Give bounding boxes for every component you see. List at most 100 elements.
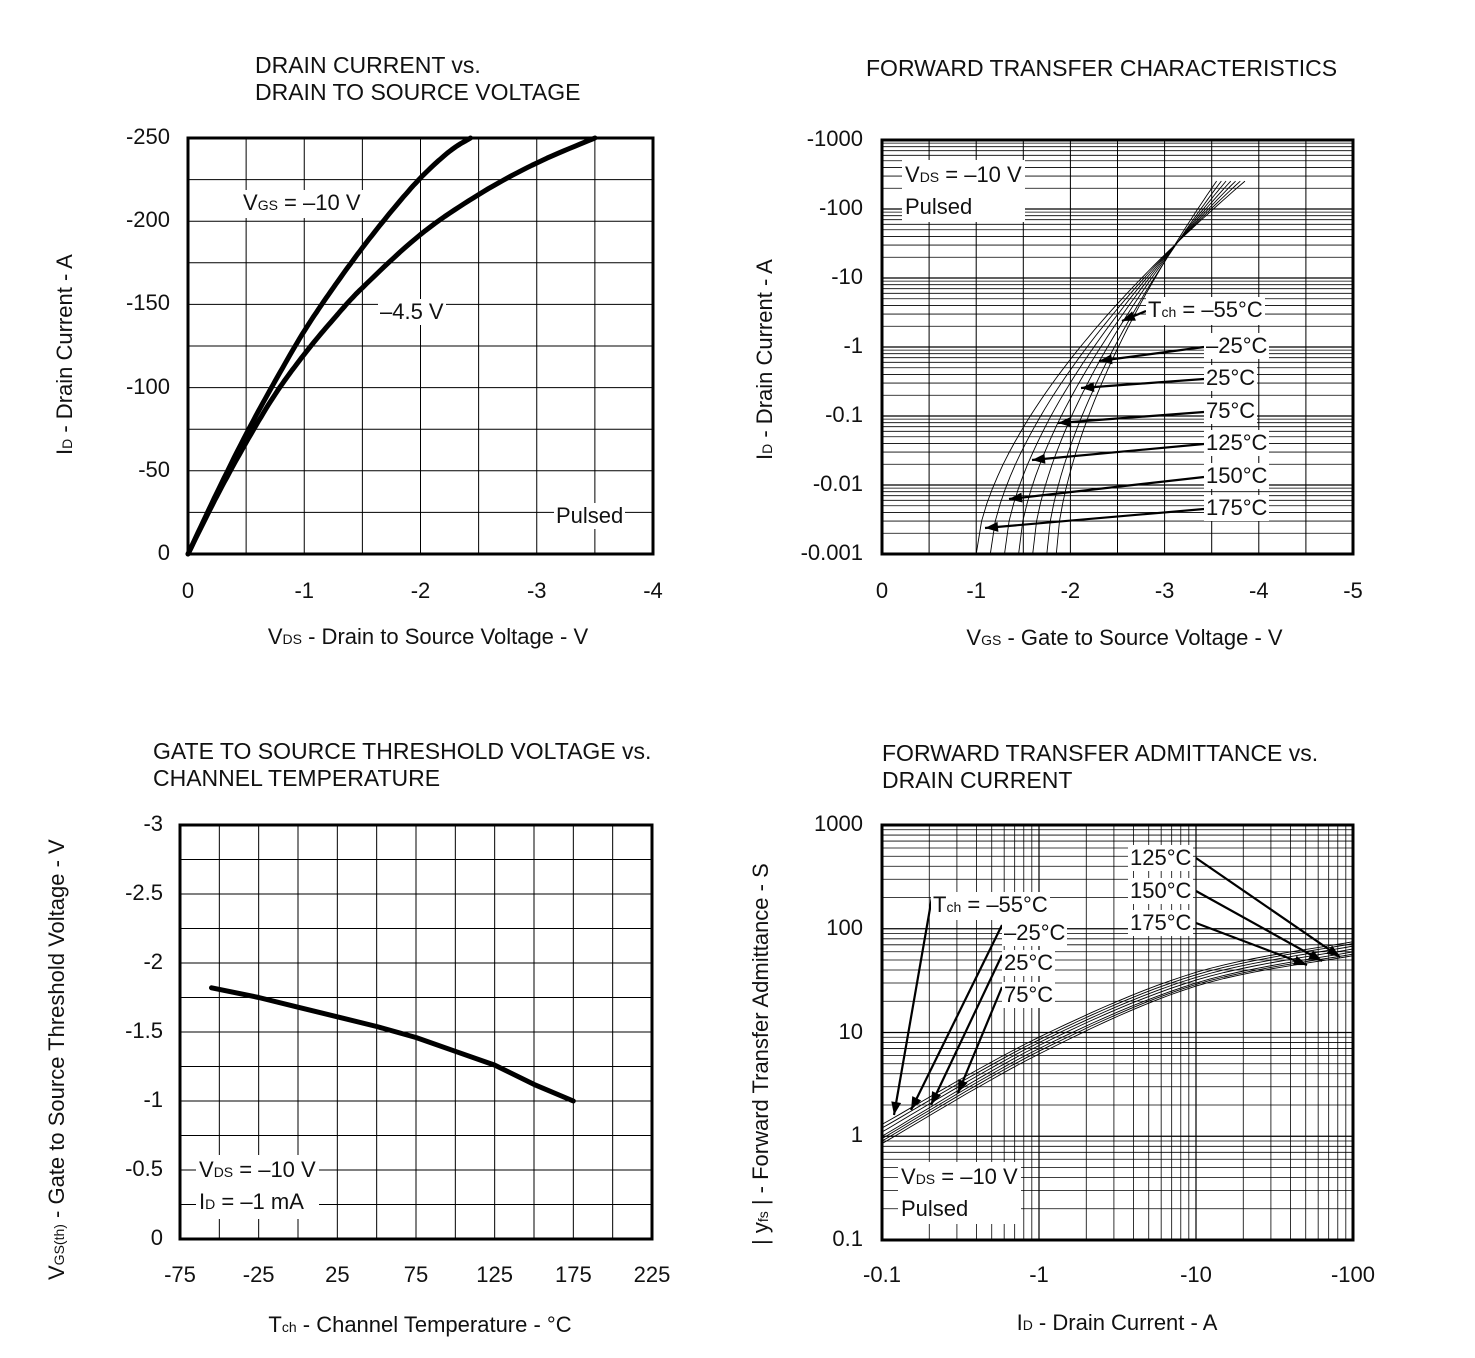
chart2-xtick-4: -4 <box>1249 578 1269 603</box>
chart4-xtick-2: -10 <box>1180 1262 1212 1287</box>
chart4-arrow-low-3-shaft <box>956 986 1004 1094</box>
chart2-arrow-6-shaft <box>984 507 1205 530</box>
chart2-cond-vds: VDS = –10 V <box>905 162 1022 187</box>
chart3-xtick-5: 175 <box>554 1262 592 1287</box>
chart4-curve-2 <box>881 945 1354 1133</box>
chart4-arrow-high-2-shaft <box>1195 921 1308 967</box>
chart4-cond-vds: VDS = –10 V <box>901 1164 1018 1189</box>
chart1-ytick-3: -150 <box>125 290 170 316</box>
chart1-xtick-1: -1 <box>294 578 315 603</box>
chart2-temp-label-6: 175°C <box>1204 495 1270 521</box>
chart2-curve-1 <box>1046 180 1222 555</box>
chart2-frame <box>880 138 1355 556</box>
chart1-xtick-4: -4 <box>643 578 663 603</box>
chart4-title-line1: FORWARD TRANSFER ADMITTANCE vs. <box>882 740 1319 766</box>
chart3-xtick-2: 25 <box>325 1262 350 1287</box>
chart4-arrow-high-0-shaft <box>1195 857 1341 958</box>
chart3-xtick-6: 225 <box>633 1262 671 1287</box>
chart4-curve-0 <box>881 941 1354 1125</box>
chart3-xtick-3: 75 <box>403 1262 429 1287</box>
chart4-temp-low-3: 75°C <box>1002 982 1056 1008</box>
chart3-series-0 <box>209 985 576 1104</box>
chart4-xtick-0: -0.1 <box>863 1262 901 1287</box>
chart3-title-line1: GATE TO SOURCE THRESHOLD VOLTAGE vs. <box>153 738 652 764</box>
chart3-conditions: VDS = –10 V ID = –1 mA <box>196 1155 319 1219</box>
chart2-xtick-0: 0 <box>875 578 889 603</box>
chart4-temp-high-0: 125°C <box>1128 845 1194 871</box>
chart4-temp-high-1: 150°C <box>1128 878 1194 904</box>
chart2-curve-6 <box>975 180 1246 555</box>
chart2-ytick-3: -1 <box>843 333 863 358</box>
chart3-ytick-5: -2.5 <box>125 880 163 905</box>
chart3-xtick-4: 125 <box>476 1262 514 1287</box>
chart1-title: DRAIN CURRENT vs. DRAIN TO SOURCE VOLTAG… <box>255 52 580 106</box>
chart4-plot: VDS = –10 V Pulsed Tch = –55°C –25°C 25°C 7… <box>880 823 1355 1242</box>
chart3-ytick-3: -1.5 <box>125 1018 163 1043</box>
chart2-arrow-3-shaft <box>1057 410 1205 425</box>
chart4-x-label: ID - Drain Current - A <box>1016 1310 1218 1335</box>
chart2-ytick-0: -0.001 <box>800 540 863 565</box>
chart4-arrow-low-2-shaft <box>930 954 1003 1106</box>
chart3-xtick-0: -75 <box>164 1262 196 1287</box>
chart2-arrow-3-head <box>1058 417 1072 428</box>
chart2-xtick-1: -1 <box>966 578 986 603</box>
chart3-title: GATE TO SOURCE THRESHOLD VOLTAGE vs. CHA… <box>153 738 651 792</box>
chart4-arrow-high-2-head <box>1293 955 1307 966</box>
chart4-temp-low-2: 25°C <box>1002 950 1056 976</box>
chart3-ytick-1: -0.5 <box>125 1156 163 1181</box>
chart1-xtick-0: 0 <box>181 578 195 603</box>
chart2-ytick-5: -100 <box>818 195 863 220</box>
chart1-xtick-3: -3 <box>526 578 547 603</box>
chart1-plot: VGS = –10 V –4.5 V Pulsed <box>185 135 655 557</box>
chart4-frame <box>880 823 1355 1242</box>
chart4-ytick-3: 100 <box>826 914 863 940</box>
chart2-arrow-5-shaft <box>1008 475 1205 501</box>
chart3-ytick-4: -2 <box>143 949 163 974</box>
chart1-ytick-1: -50 <box>138 456 170 482</box>
chart1-svg <box>185 135 655 557</box>
chart2-temp-label-1: –25°C <box>1204 333 1270 359</box>
chart4-curve-3 <box>881 948 1354 1137</box>
chart4-arrow-high-1-shaft <box>1195 890 1323 962</box>
chart1-series-1 <box>185 135 598 557</box>
chart1-ytick-4: -200 <box>125 207 170 233</box>
chart2-arrow-1-head <box>1099 354 1113 365</box>
chart3-cond-id: ID = –1 mA <box>199 1189 304 1214</box>
chart1-label-pulsed: Pulsed <box>554 503 626 529</box>
chart2-y-label: ID - Drain Current - A <box>752 259 777 460</box>
chart3-xtick-1: -25 <box>242 1262 275 1287</box>
chart3-ytick-6: -3 <box>143 811 163 836</box>
chart1-ytick-0: 0 <box>157 540 170 565</box>
chart4-curve-5 <box>881 953 1354 1142</box>
chart4-temp-high-2: 175°C <box>1128 910 1194 936</box>
chart1-xtick-2: -2 <box>410 578 431 603</box>
chart2-curve-4 <box>1004 180 1236 555</box>
chart4-temp-low-1: –25°C <box>1002 920 1068 946</box>
chart4-arrow-low-1-shaft <box>910 924 1003 1111</box>
chart2-temp-label-2: 25°C <box>1204 365 1258 391</box>
chart4-arrow-low-0-head <box>891 1101 902 1115</box>
chart3-y-label: VGS(th) - Gate to Source Threshold Volta… <box>44 839 69 1280</box>
chart4-curve-6 <box>881 955 1354 1145</box>
chart2-x-label: VGS - Gate to Source Voltage - V <box>966 625 1283 650</box>
chart4-xtick-3: -100 <box>1330 1262 1376 1287</box>
chart2-curve-2 <box>1032 180 1227 555</box>
chart1-title-line1: DRAIN CURRENT vs. <box>255 52 481 78</box>
chart4-conditions: VDS = –10 V Pulsed <box>898 1162 1021 1224</box>
chart4-ytick-1: 1 <box>850 1122 863 1148</box>
chart4-ytick-2: 10 <box>838 1018 863 1044</box>
chart4-curve-1 <box>881 943 1354 1129</box>
chart2-curve-3 <box>1018 180 1231 555</box>
chart2-temp-label-5: 150°C <box>1204 463 1270 489</box>
chart1-label-45v: –4.5 V <box>378 299 446 325</box>
chart2-arrow-4-head <box>1032 453 1046 464</box>
chart1-ytick-2: -100 <box>125 373 170 399</box>
chart3-title-line2: CHANNEL TEMPERATURE <box>153 765 441 791</box>
chart2-arrow-2-shaft <box>1080 377 1205 390</box>
chart4-arrow-low-2-head <box>931 1091 942 1105</box>
chart4-arrow-low-3-head <box>958 1079 968 1093</box>
chart2-arrow-5-head <box>1009 492 1023 503</box>
chart4-title-line2: DRAIN CURRENT <box>882 767 1073 793</box>
chart2-title-line1: FORWARD TRANSFER CHARACTERISTICS <box>866 55 1338 81</box>
chart4-ytick-4: 1000 <box>814 811 863 836</box>
